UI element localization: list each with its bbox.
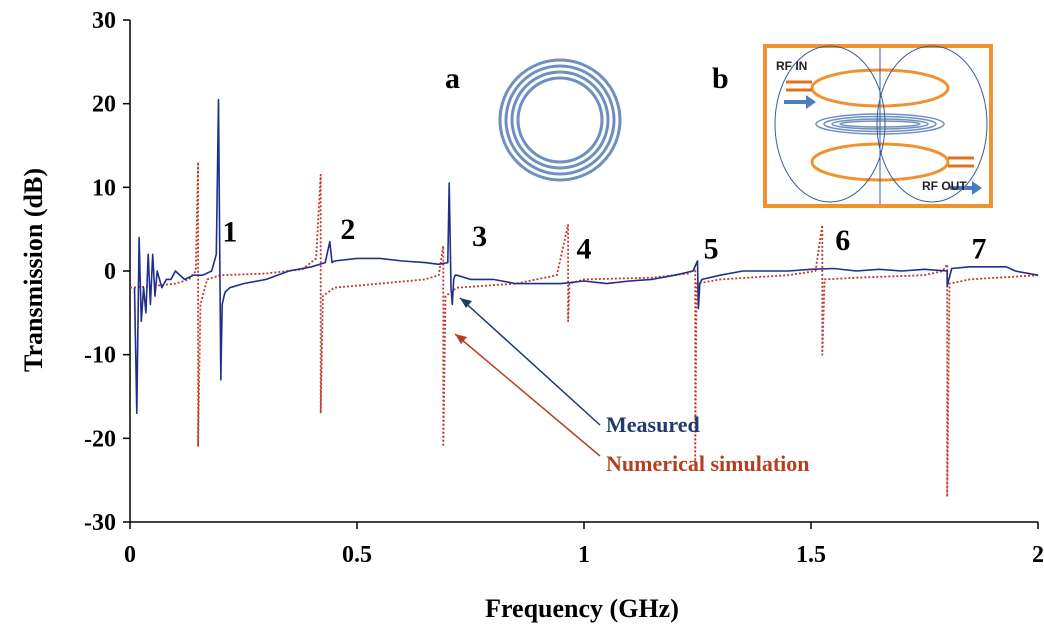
- setup-frame: [763, 44, 993, 208]
- peak-label-6: 6: [835, 224, 850, 257]
- tick-labels: -30 -20 -10 0 10 20 30 0 0.5 1 1.5 2: [84, 8, 1044, 568]
- peak-label-7: 7: [971, 232, 986, 265]
- rf-out-connector: [948, 156, 974, 168]
- simulation-arrow: [454, 333, 601, 457]
- x-tick-label: 1.5: [796, 542, 826, 568]
- y-tick-label: 10: [92, 175, 116, 201]
- axes: [123, 19, 1039, 529]
- inset-a-label: a: [445, 62, 460, 95]
- simulation-arrowhead-icon: [455, 334, 467, 344]
- spiral-resonator-image: [498, 58, 622, 182]
- peak-labels: 1 2 3 4 5 6 7: [222, 213, 986, 265]
- rf-in-connector: [786, 80, 812, 92]
- simulation-series: [129, 161, 1039, 498]
- inset-b-label: b: [712, 62, 729, 95]
- measured-series: [133, 98, 1039, 414]
- y-tick-label: -10: [84, 343, 116, 369]
- x-tick-label: 0: [124, 542, 136, 568]
- x-axis-title: Frequency (GHz): [485, 594, 679, 623]
- rf-out-arrow-icon: [950, 181, 982, 195]
- peak-label-2: 2: [340, 213, 355, 246]
- x-tick-label: 2: [1032, 542, 1044, 568]
- simulation-line: [129, 161, 1039, 498]
- simulation-annotation: Numerical simulation: [454, 333, 810, 476]
- rf-in-arrow-icon: [784, 95, 816, 109]
- measured-arrow: [459, 297, 601, 426]
- peak-label-3: 3: [472, 220, 487, 253]
- y-tick-label: -30: [84, 510, 116, 536]
- y-tick-label: 20: [92, 92, 116, 118]
- y-tick-label: -20: [84, 426, 116, 452]
- measured-line: [133, 98, 1039, 414]
- peak-label-4: 4: [577, 232, 592, 265]
- inset-b: b RF IN RF OUT: [712, 44, 993, 208]
- simulation-label: Numerical simulation: [606, 451, 810, 476]
- inset-a: a: [445, 58, 622, 182]
- y-axis-title: Transmission (dB): [19, 168, 48, 372]
- field-lines: [774, 45, 988, 204]
- peak-label-5: 5: [704, 232, 719, 265]
- measured-arrowhead-icon: [460, 298, 472, 308]
- y-tick-label: 0: [104, 259, 116, 285]
- x-tick-label: 1: [578, 542, 590, 568]
- x-tick-label: 0.5: [342, 542, 372, 568]
- measured-annotation: Measured: [459, 297, 700, 437]
- peak-label-1: 1: [222, 216, 237, 249]
- rf-in-label: RF IN: [776, 59, 807, 73]
- y-tick-label: 30: [92, 8, 116, 34]
- rf-out-label: RF OUT: [922, 179, 967, 193]
- measured-label: Measured: [606, 412, 700, 437]
